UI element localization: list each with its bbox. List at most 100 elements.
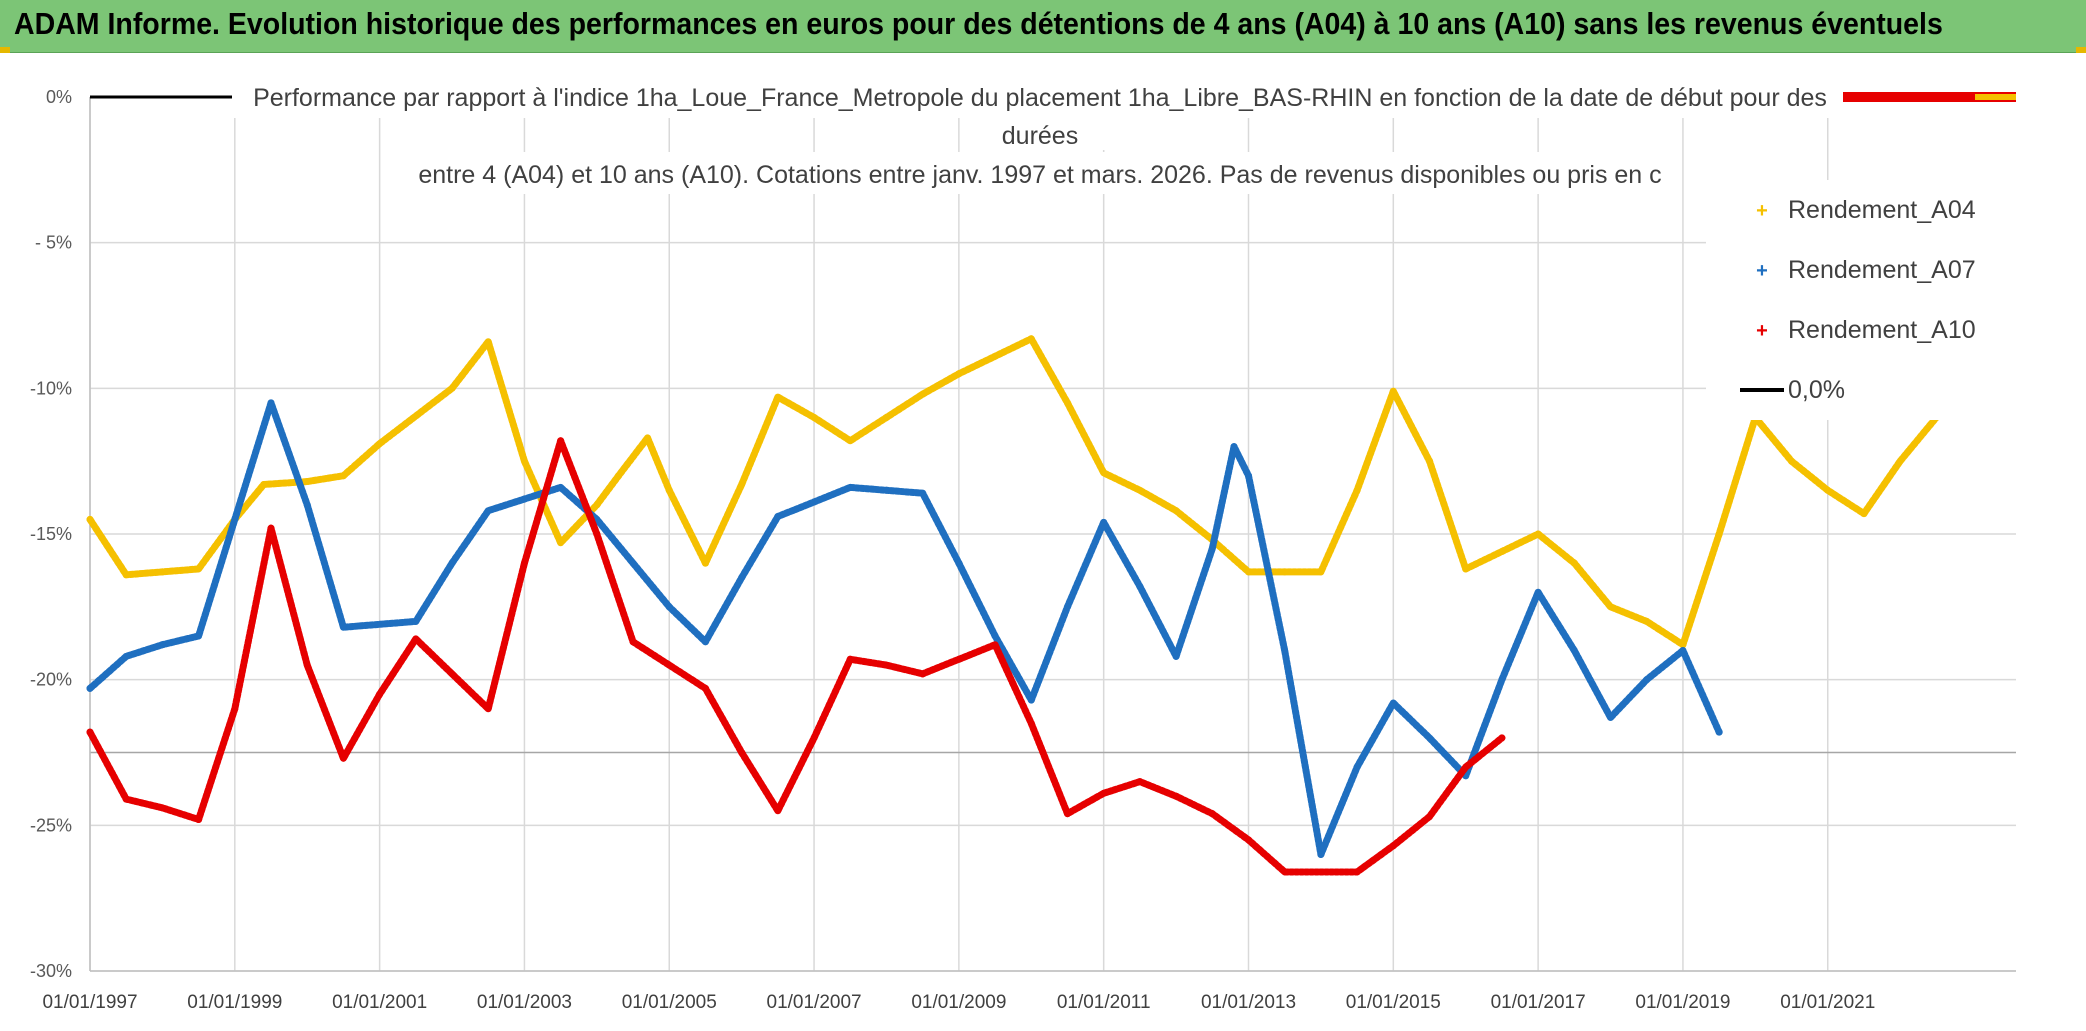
data-point-rendement_a10[interactable] bbox=[1208, 810, 1216, 818]
data-point-rendement_a10[interactable] bbox=[1244, 836, 1252, 844]
legend-item-a10[interactable]: + Rendement_A10 bbox=[1756, 316, 1975, 344]
data-point-rendement_a10[interactable] bbox=[484, 705, 492, 713]
data-point-rendement_a04[interactable] bbox=[1281, 568, 1289, 576]
data-point-rendement_a10[interactable] bbox=[448, 670, 456, 678]
data-point-rendement_a04[interactable] bbox=[919, 390, 927, 398]
data-point-rendement_a07[interactable] bbox=[738, 574, 746, 582]
data-point-rendement_a04[interactable] bbox=[1607, 603, 1615, 611]
data-point-rendement_a10[interactable] bbox=[1172, 792, 1180, 800]
data-point-rendement_a07[interactable] bbox=[484, 507, 492, 515]
data-point-rendement_a10[interactable] bbox=[991, 641, 999, 649]
data-point-rendement_a04[interactable] bbox=[1244, 568, 1252, 576]
data-point-rendement_a04[interactable] bbox=[665, 486, 673, 494]
data-point-rendement_a07[interactable] bbox=[448, 559, 456, 567]
data-point-rendement_a04[interactable] bbox=[1498, 547, 1506, 555]
data-point-rendement_a10[interactable] bbox=[412, 635, 420, 643]
data-point-rendement_a07[interactable] bbox=[122, 652, 130, 660]
data-point-rendement_a07[interactable] bbox=[991, 632, 999, 640]
data-point-rendement_a07[interactable] bbox=[701, 638, 709, 646]
data-point-rendement_a07[interactable] bbox=[1679, 647, 1687, 655]
data-point-rendement_a10[interactable] bbox=[557, 437, 565, 445]
data-point-rendement_a10[interactable] bbox=[1281, 868, 1289, 876]
data-point-rendement_a07[interactable] bbox=[1715, 728, 1723, 736]
data-point-rendement_a07[interactable] bbox=[882, 486, 890, 494]
data-point-rendement_a04[interactable] bbox=[557, 539, 565, 547]
data-point-rendement_a04[interactable] bbox=[1389, 387, 1397, 395]
data-point-rendement_a10[interactable] bbox=[267, 524, 275, 532]
data-point-rendement_a07[interactable] bbox=[412, 617, 420, 625]
data-point-rendement_a04[interactable] bbox=[1317, 568, 1325, 576]
data-point-rendement_a04[interactable] bbox=[86, 515, 94, 523]
data-point-rendement_a10[interactable] bbox=[1027, 719, 1035, 727]
data-point-rendement_a07[interactable] bbox=[955, 559, 963, 567]
data-point-rendement_a07[interactable] bbox=[1230, 443, 1238, 451]
data-point-rendement_a04[interactable] bbox=[810, 413, 818, 421]
data-point-rendement_a10[interactable] bbox=[231, 705, 239, 713]
data-point-rendement_a10[interactable] bbox=[665, 661, 673, 669]
data-point-rendement_a10[interactable] bbox=[122, 795, 130, 803]
data-point-rendement_a04[interactable] bbox=[1860, 510, 1868, 518]
data-point-rendement_a04[interactable] bbox=[1896, 457, 1904, 465]
data-point-rendement_a10[interactable] bbox=[195, 816, 203, 824]
data-point-rendement_a07[interactable] bbox=[1100, 518, 1108, 526]
data-point-rendement_a10[interactable] bbox=[919, 670, 927, 678]
data-point-rendement_a07[interactable] bbox=[1244, 472, 1252, 480]
data-point-rendement_a04[interactable] bbox=[484, 338, 492, 346]
data-point-rendement_a10[interactable] bbox=[158, 804, 166, 812]
data-point-rendement_a04[interactable] bbox=[701, 559, 709, 567]
data-point-rendement_a10[interactable] bbox=[1063, 810, 1071, 818]
data-point-rendement_a04[interactable] bbox=[376, 440, 384, 448]
data-point-rendement_a04[interactable] bbox=[1534, 530, 1542, 538]
data-point-rendement_a07[interactable] bbox=[1426, 734, 1434, 742]
data-point-rendement_a10[interactable] bbox=[339, 754, 347, 762]
data-point-rendement_a07[interactable] bbox=[846, 483, 854, 491]
data-point-rendement_a07[interactable] bbox=[1136, 582, 1144, 590]
data-point-rendement_a04[interactable] bbox=[1570, 559, 1578, 567]
data-point-rendement_a07[interactable] bbox=[158, 641, 166, 649]
data-point-rendement_a10[interactable] bbox=[1136, 778, 1144, 786]
data-point-rendement_a04[interactable] bbox=[846, 437, 854, 445]
data-point-rendement_a04[interactable] bbox=[1100, 469, 1108, 477]
data-point-rendement_a10[interactable] bbox=[1426, 813, 1434, 821]
data-point-rendement_a07[interactable] bbox=[1281, 647, 1289, 655]
data-point-rendement_a07[interactable] bbox=[520, 495, 528, 503]
data-point-rendement_a04[interactable] bbox=[122, 571, 130, 579]
data-point-rendement_a04[interactable] bbox=[303, 478, 311, 486]
data-point-rendement_a07[interactable] bbox=[774, 513, 782, 521]
data-point-rendement_a07[interactable] bbox=[1063, 603, 1071, 611]
data-point-rendement_a04[interactable] bbox=[955, 370, 963, 378]
data-point-rendement_a04[interactable] bbox=[448, 384, 456, 392]
data-point-rendement_a04[interactable] bbox=[644, 434, 652, 442]
data-point-rendement_a07[interactable] bbox=[1027, 696, 1035, 704]
data-point-rendement_a10[interactable] bbox=[846, 655, 854, 663]
data-point-rendement_a07[interactable] bbox=[1643, 676, 1651, 684]
data-point-rendement_a04[interactable] bbox=[195, 565, 203, 573]
data-point-rendement_a10[interactable] bbox=[955, 655, 963, 663]
data-point-rendement_a07[interactable] bbox=[1570, 647, 1578, 655]
data-point-rendement_a04[interactable] bbox=[615, 472, 623, 480]
data-point-rendement_a10[interactable] bbox=[774, 807, 782, 815]
data-point-rendement_a07[interactable] bbox=[267, 399, 275, 407]
data-point-rendement_a10[interactable] bbox=[303, 661, 311, 669]
legend-item-a04[interactable]: + Rendement_A04 bbox=[1756, 196, 1976, 224]
data-point-rendement_a04[interactable] bbox=[1715, 530, 1723, 538]
data-point-rendement_a07[interactable] bbox=[665, 603, 673, 611]
data-point-rendement_a07[interactable] bbox=[339, 623, 347, 631]
data-point-rendement_a10[interactable] bbox=[593, 530, 601, 538]
data-point-rendement_a07[interactable] bbox=[303, 501, 311, 509]
data-point-rendement_a04[interactable] bbox=[1643, 617, 1651, 625]
data-point-rendement_a04[interactable] bbox=[1679, 641, 1687, 649]
data-point-rendement_a04[interactable] bbox=[774, 393, 782, 401]
data-point-rendement_a07[interactable] bbox=[1353, 763, 1361, 771]
data-point-rendement_a04[interactable] bbox=[1824, 486, 1832, 494]
data-point-rendement_a07[interactable] bbox=[557, 483, 565, 491]
data-point-rendement_a10[interactable] bbox=[738, 749, 746, 756]
data-point-rendement_a07[interactable] bbox=[1317, 850, 1325, 858]
data-point-rendement_a04[interactable] bbox=[520, 457, 528, 465]
data-point-rendement_a04[interactable] bbox=[1063, 399, 1071, 407]
data-point-rendement_a07[interactable] bbox=[1607, 714, 1615, 722]
data-point-rendement_a10[interactable] bbox=[701, 684, 709, 692]
data-point-rendement_a10[interactable] bbox=[629, 638, 637, 646]
data-point-rendement_a04[interactable] bbox=[1172, 507, 1180, 515]
data-point-rendement_a07[interactable] bbox=[919, 489, 927, 497]
